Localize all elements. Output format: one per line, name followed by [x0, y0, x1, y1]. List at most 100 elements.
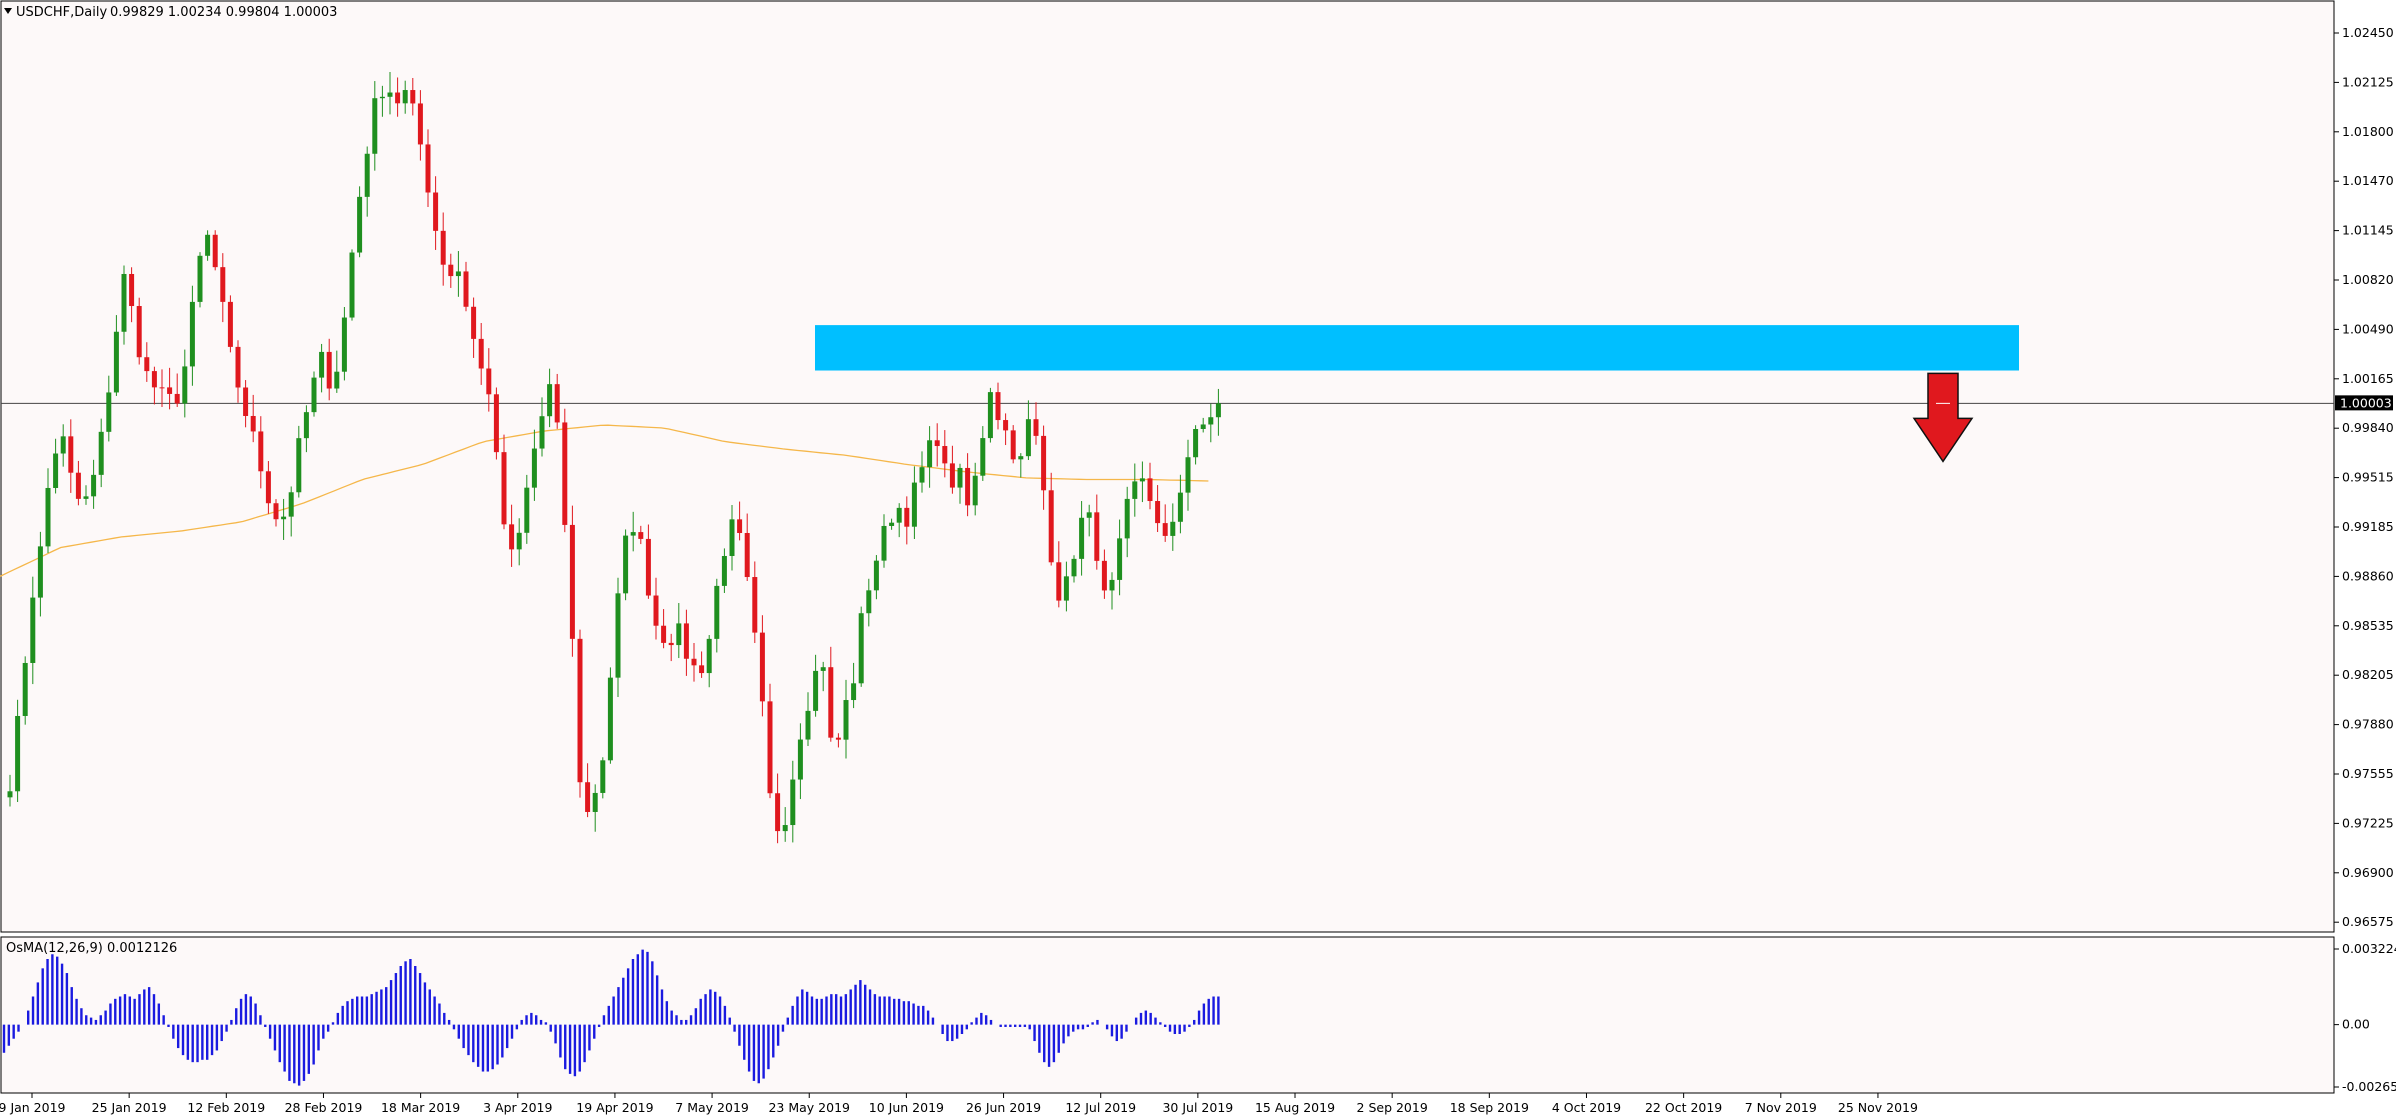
candle-down: [653, 595, 659, 626]
candle-down: [144, 357, 150, 372]
price-tick-label: 0.97225: [2342, 815, 2394, 830]
candle-up: [1208, 417, 1214, 425]
candle-down: [471, 306, 477, 339]
candle-up: [91, 474, 97, 497]
main-plot-area: [0, 0, 2335, 933]
candle-up: [714, 585, 720, 639]
price-tick-label: 1.00820: [2342, 272, 2394, 287]
date-tick-label: 18 Mar 2019: [381, 1100, 460, 1115]
candle-down: [1048, 490, 1054, 563]
candle-up: [721, 555, 727, 586]
date-tick-label: 22 Oct 2019: [1645, 1100, 1722, 1115]
candle-up: [372, 98, 378, 154]
candle-up: [364, 153, 370, 197]
candle-up: [1139, 478, 1145, 482]
candle-up: [106, 392, 112, 432]
candle-down: [243, 387, 249, 416]
oscillator-plot-area: [0, 936, 2335, 1094]
candle-up: [820, 667, 826, 671]
candle-up: [189, 301, 195, 367]
candle-up: [782, 825, 788, 832]
candle-down: [220, 267, 226, 302]
candle-down: [509, 524, 515, 550]
candle-up: [805, 710, 811, 740]
candle-up: [524, 487, 530, 533]
candle-up: [1063, 576, 1069, 601]
candle-down: [440, 230, 446, 265]
candle-up: [972, 475, 978, 506]
candle-down: [562, 422, 568, 525]
candle-down: [258, 431, 264, 472]
price-tick-label: 1.00490: [2342, 321, 2394, 336]
candle-up: [121, 273, 127, 332]
date-tick-label: 4 Oct 2019: [1552, 1100, 1621, 1115]
candle-up: [303, 412, 309, 439]
candle-down: [949, 463, 955, 488]
candle-down: [1056, 562, 1062, 601]
candle-up: [205, 234, 211, 256]
resistance-zone-layer: [815, 325, 2019, 463]
candle-down: [934, 440, 940, 447]
candle-down: [129, 273, 135, 307]
date-tick-label: 28 Feb 2019: [285, 1100, 363, 1115]
candle-down: [835, 737, 841, 740]
candle-down: [425, 144, 431, 193]
candle-layer: [7, 72, 1221, 844]
candle-up: [402, 90, 408, 104]
candle-up: [1109, 579, 1115, 591]
candle-up: [911, 482, 917, 527]
price-tick-label: 0.97555: [2342, 766, 2394, 781]
candle-up: [881, 525, 887, 561]
candle-up: [843, 700, 849, 740]
candle-down: [1010, 430, 1016, 460]
candle-up: [858, 613, 864, 684]
candle-up: [1079, 517, 1085, 559]
candle-down: [828, 667, 834, 738]
candle-up: [455, 271, 461, 277]
candle-up: [349, 252, 355, 318]
resistance-zone: [815, 325, 2019, 371]
candle-up: [1018, 456, 1024, 460]
candle-up: [927, 440, 933, 468]
candle-up: [1086, 512, 1092, 518]
candle-up: [889, 522, 895, 526]
oscillator-label: OsMA(12,26,9) 0.0012126: [6, 941, 177, 956]
candle-up: [729, 519, 735, 556]
candle-down: [965, 467, 971, 506]
candle-up: [813, 670, 819, 711]
candle-up: [592, 792, 598, 812]
candle-up: [851, 683, 857, 701]
candle-up: [83, 496, 89, 499]
candle-up: [1117, 538, 1123, 580]
candle-down: [554, 384, 560, 423]
candle-down: [759, 632, 765, 702]
osc-tick-label: -0.002659: [2342, 1079, 2396, 1094]
candle-up: [547, 384, 553, 417]
candle-up: [1177, 492, 1183, 522]
candle-down: [752, 577, 758, 633]
candle-up: [896, 507, 902, 523]
candle-down: [486, 368, 492, 395]
candle-up: [1193, 428, 1199, 458]
collapse-triangle-icon[interactable]: [4, 8, 12, 14]
price-tick-label: 0.99840: [2342, 420, 2394, 435]
candle-up: [1025, 419, 1031, 457]
candle-down: [212, 234, 218, 268]
candle-up: [919, 467, 925, 483]
candle-up: [113, 331, 119, 393]
candle-down: [463, 271, 469, 307]
price-tick-label: 1.01470: [2342, 173, 2394, 188]
candle-up: [379, 96, 385, 99]
price-tick-label: 0.98535: [2342, 618, 2394, 633]
candle-up: [539, 416, 545, 449]
price-tick-label: 1.01800: [2342, 124, 2394, 139]
price-tick-label: 0.96575: [2342, 914, 2394, 929]
candle-up: [980, 438, 986, 476]
candle-down: [569, 524, 575, 639]
candle-down: [668, 642, 674, 646]
candle-down: [942, 446, 948, 464]
candle-up: [531, 448, 537, 488]
candle-down: [691, 658, 697, 666]
date-tick-label: 10 Jun 2019: [869, 1100, 944, 1115]
